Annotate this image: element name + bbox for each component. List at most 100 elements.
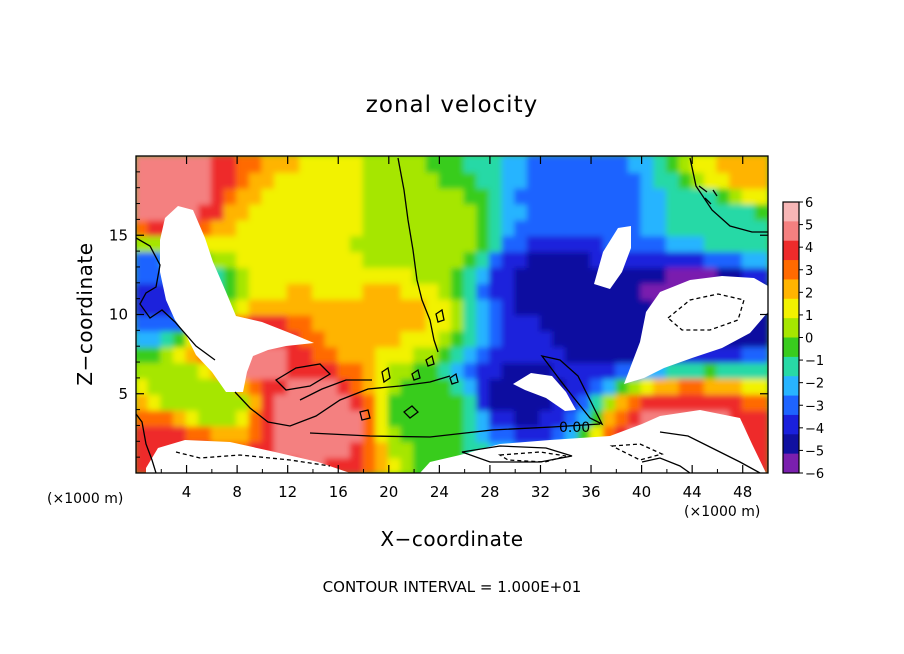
- heatmap-cell: [539, 424, 555, 443]
- heatmap-cell: [387, 361, 403, 379]
- heatmap-cell: [602, 186, 618, 205]
- heatmap-cell: [299, 170, 314, 189]
- heatmap-cell: [628, 156, 643, 173]
- heatmap-cell: [400, 156, 415, 173]
- heatmap-cell: [172, 392, 188, 411]
- heatmap-cell: [741, 361, 757, 379]
- heatmap-cell: [324, 345, 340, 364]
- heatmap-cell: [514, 297, 529, 316]
- heatmap-cell: [729, 345, 744, 364]
- heatmap-cell: [413, 345, 428, 364]
- heatmap-cell: [147, 281, 163, 300]
- heatmap-cell: [526, 345, 542, 364]
- heatmap-cell: [539, 361, 555, 379]
- x-tick-label: 16: [329, 483, 348, 501]
- heatmap-cell: [628, 186, 643, 205]
- heatmap-cell: [136, 281, 150, 300]
- heatmap-cell: [362, 345, 378, 364]
- heatmap-cell: [210, 218, 226, 237]
- contour-lines: [136, 157, 768, 473]
- heatmap-cell: [476, 297, 491, 316]
- heatmap-cell: [590, 329, 605, 348]
- x-tick-label: 4: [182, 483, 192, 501]
- heatmap-cell: [210, 156, 226, 173]
- heatmap-cell: [678, 170, 694, 189]
- x-unit-left: (×1000 m): [47, 491, 123, 507]
- heatmap-cell: [476, 156, 491, 173]
- heatmap-cell: [741, 218, 757, 237]
- heatmap-cell: [438, 281, 453, 300]
- heatmap-cell: [286, 376, 302, 395]
- heatmap-cell: [236, 218, 251, 237]
- colorbar-swatch: [783, 356, 799, 377]
- heatmap-cell: [678, 266, 694, 284]
- heatmap-cell: [147, 313, 163, 332]
- heatmap-cell: [463, 202, 479, 221]
- heatmap-cell: [375, 456, 390, 473]
- heatmap-cell: [160, 361, 175, 379]
- heatmap-cell: [514, 329, 529, 348]
- heatmap-cell: [577, 329, 592, 348]
- heatmap-cell: [172, 376, 188, 395]
- heatmap-cell: [539, 202, 555, 221]
- heatmap-cell: [274, 408, 289, 427]
- x-tick-label: 36: [581, 483, 600, 501]
- heatmap-cell: [425, 440, 441, 459]
- heatmap-cell: [312, 313, 327, 332]
- heatmap-cell: [640, 376, 656, 395]
- heatmap-cell: [539, 250, 555, 268]
- heatmap-cell: [160, 313, 175, 332]
- heatmap-cell: [248, 408, 264, 427]
- heatmap-cell: [463, 329, 479, 348]
- heatmap-cell: [678, 250, 694, 268]
- x-tick-label: 44: [683, 483, 702, 501]
- heatmap-cell: [615, 297, 630, 316]
- heatmap-cell: [286, 281, 302, 300]
- heatmap-cell: [274, 170, 289, 189]
- heatmap-cell: [602, 297, 618, 316]
- heatmap-cell: [501, 329, 517, 348]
- heatmap-cell: [463, 361, 479, 379]
- heatmap-cell: [754, 250, 768, 268]
- heatmap-cell: [463, 170, 479, 189]
- heatmap-cell: [387, 440, 403, 459]
- heatmap-cell: [438, 186, 453, 205]
- heatmap-cell: [375, 281, 390, 300]
- heatmap-cell: [539, 234, 555, 253]
- heatmap-cell: [337, 202, 352, 221]
- heatmap-cell: [590, 345, 605, 364]
- contour-line-negative: [175, 451, 331, 467]
- heatmap-cell: [413, 202, 428, 221]
- heatmap-cell: [312, 186, 327, 205]
- heatmap-cell: [628, 250, 643, 268]
- heatmap-cell: [425, 186, 441, 205]
- heatmap-cell: [501, 170, 517, 189]
- heatmap-cell: [451, 329, 466, 348]
- heatmap-cell: [349, 202, 365, 221]
- heatmap-cell: [312, 234, 327, 253]
- heatmap-cell: [337, 424, 352, 443]
- heatmap-cell: [261, 186, 276, 205]
- heatmap-cell: [754, 376, 768, 395]
- heatmap-cell: [628, 202, 643, 221]
- heatmap-cell: [198, 170, 213, 189]
- heatmap-cell: [286, 266, 302, 284]
- heatmap-cell: [147, 345, 163, 364]
- heatmap-cell: [312, 218, 327, 237]
- heatmap-cell: [526, 313, 542, 332]
- heatmap-cell: [248, 392, 264, 411]
- heatmap-cell: [678, 218, 694, 237]
- heatmap-cell: [248, 170, 264, 189]
- x-axis-label: X−coordinate: [380, 527, 523, 551]
- heatmap-cell: [754, 329, 768, 348]
- heatmap-cell: [463, 424, 479, 443]
- heatmap-cell: [286, 156, 302, 173]
- heatmap-cell: [349, 456, 365, 473]
- heatmap-cell: [299, 218, 314, 237]
- y-axis-label: Z−coordinate: [73, 242, 97, 385]
- colorbar-swatch: [783, 298, 799, 319]
- heatmap-cell: [248, 156, 264, 173]
- heatmap-cell: [501, 234, 517, 253]
- heatmap-cell: [602, 408, 618, 427]
- heatmap-cell: [387, 297, 403, 316]
